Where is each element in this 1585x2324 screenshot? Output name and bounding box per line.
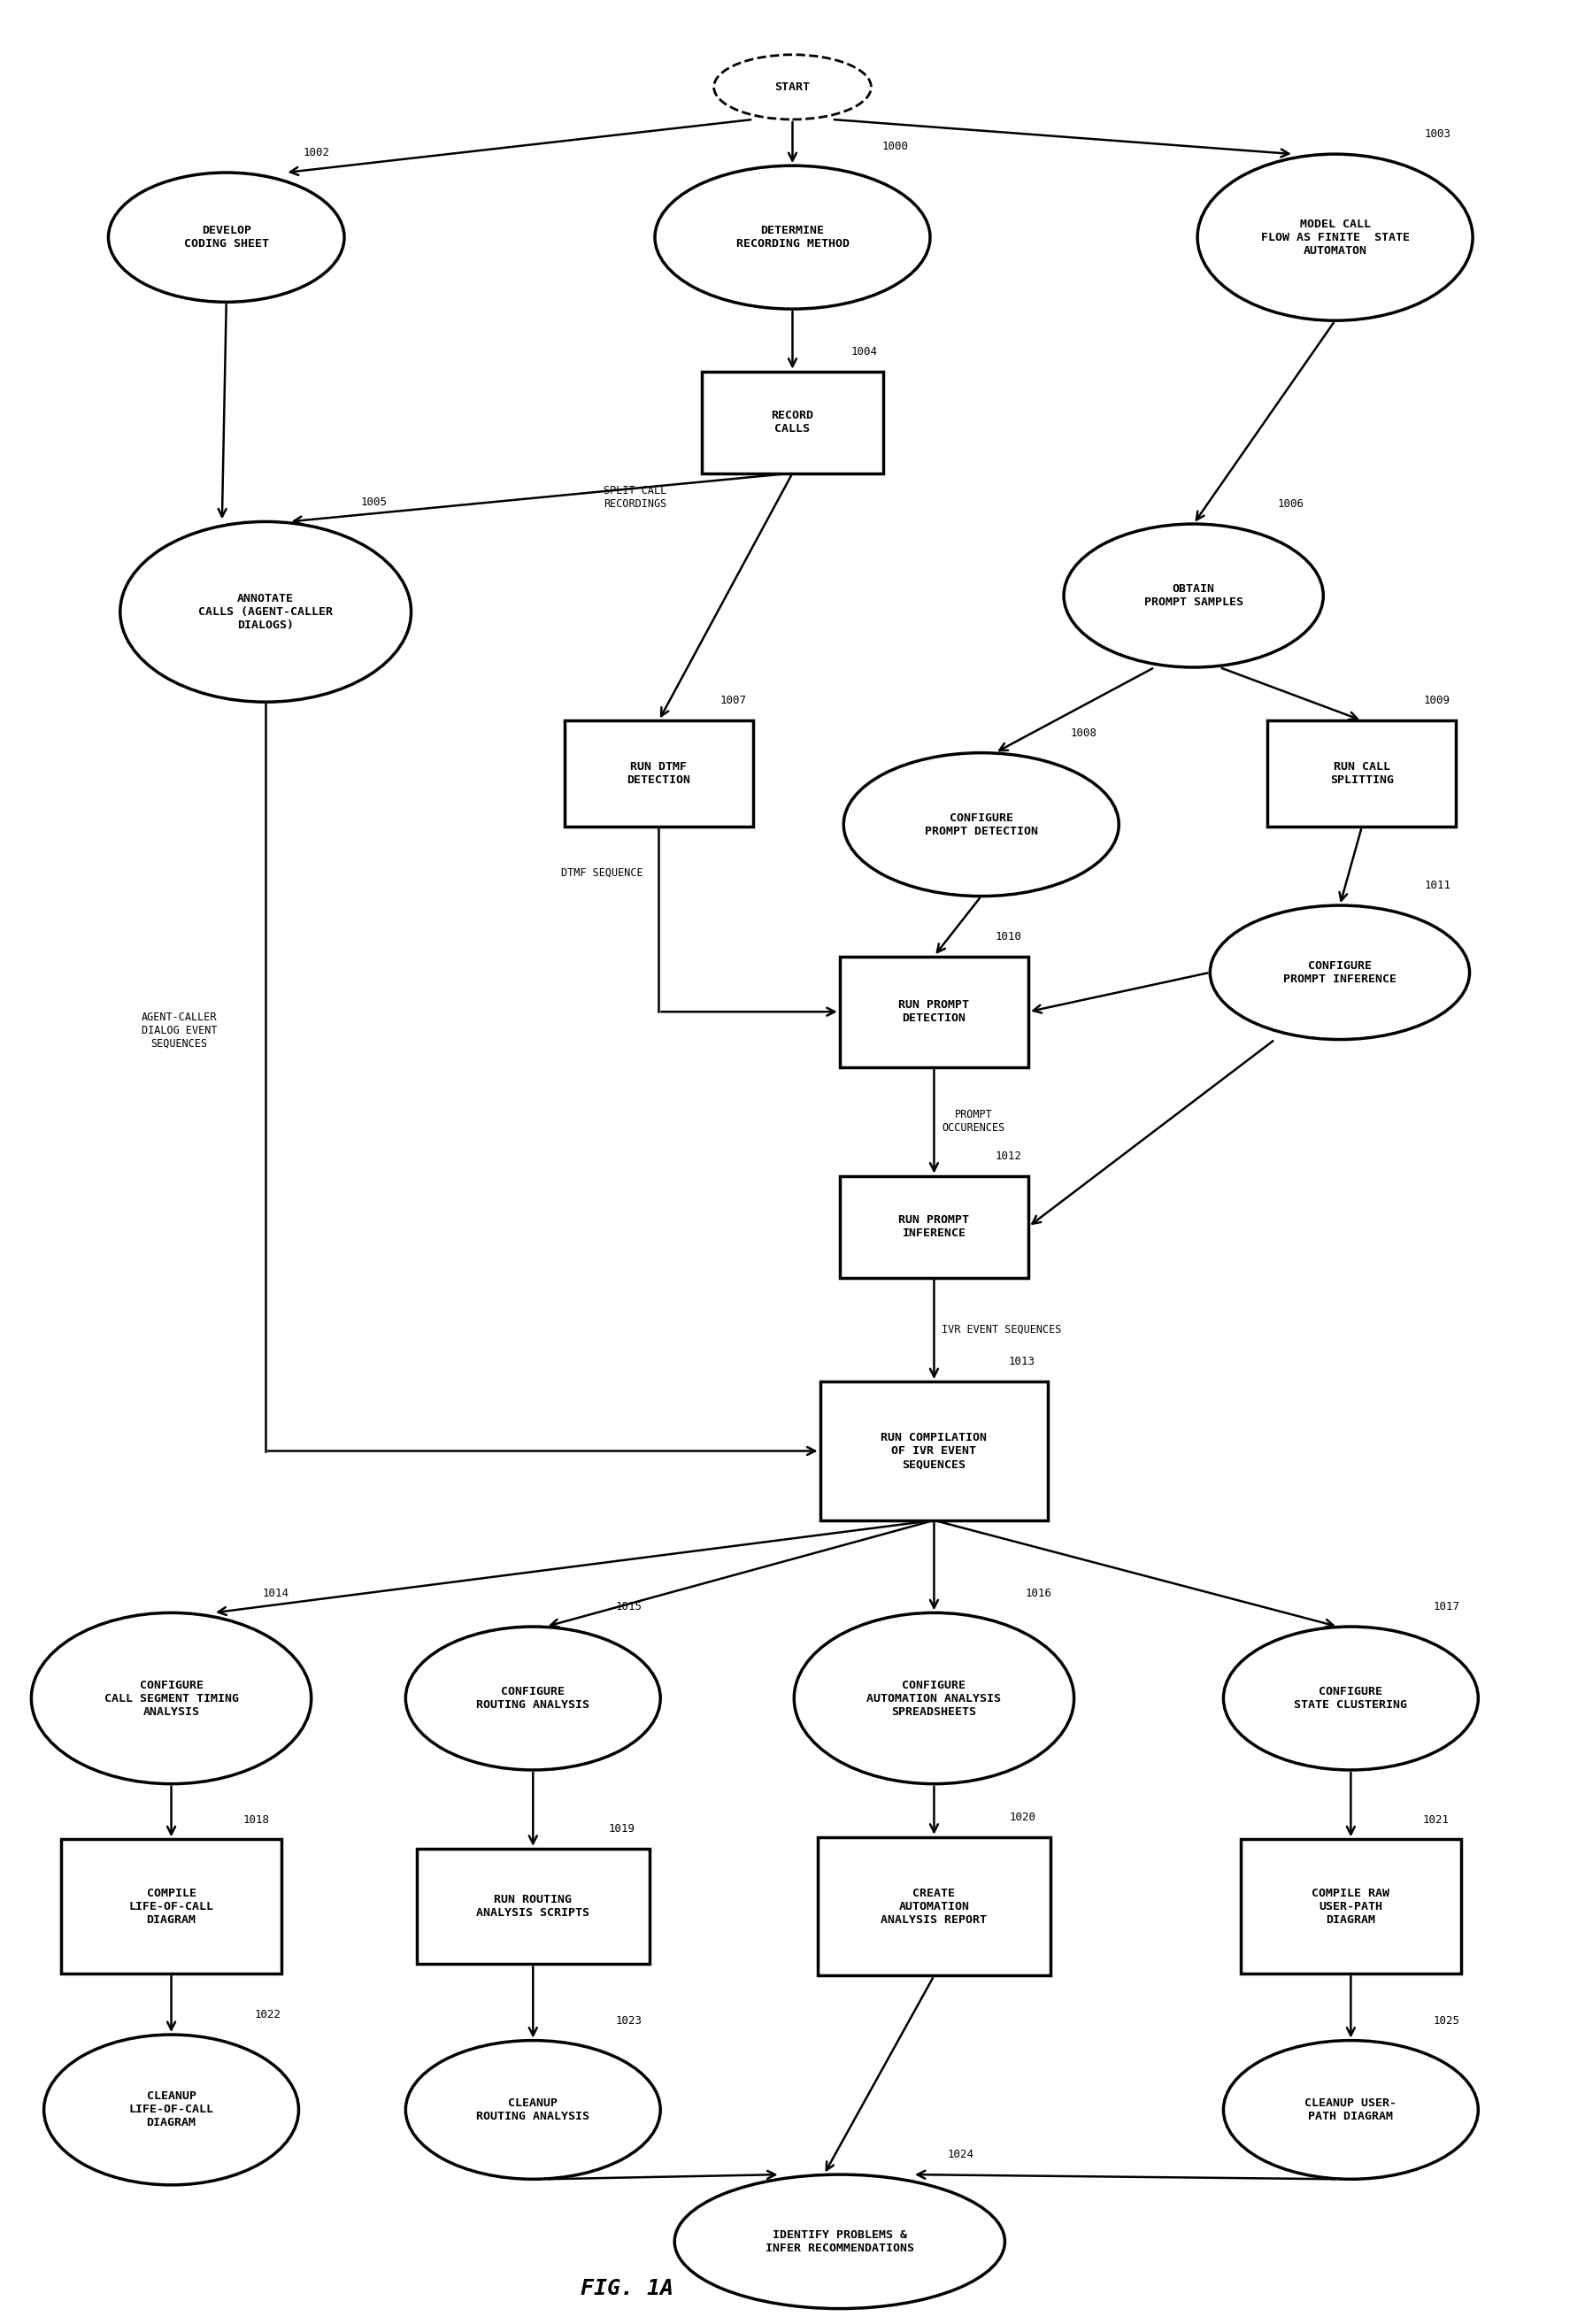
Text: CLEANUP USER-
PATH DIAGRAM: CLEANUP USER- PATH DIAGRAM [1304, 2099, 1396, 2122]
Text: MODEL CALL
FLOW AS FINITE  STATE
AUTOMATON: MODEL CALL FLOW AS FINITE STATE AUTOMATO… [1260, 218, 1409, 256]
Text: 1005: 1005 [360, 497, 387, 507]
Text: OBTAIN
PROMPT SAMPLES: OBTAIN PROMPT SAMPLES [1144, 583, 1243, 609]
Text: 1004: 1004 [851, 346, 878, 358]
FancyBboxPatch shape [1241, 1838, 1461, 1973]
Text: 1007: 1007 [720, 695, 747, 706]
Text: RUN PROMPT
DETECTION: RUN PROMPT DETECTION [899, 999, 970, 1025]
FancyBboxPatch shape [702, 372, 883, 474]
FancyBboxPatch shape [1268, 720, 1457, 827]
Text: CONFIGURE
PROMPT INFERENCE: CONFIGURE PROMPT INFERENCE [1284, 960, 1396, 985]
Text: 1016: 1016 [1025, 1587, 1051, 1599]
Text: 1018: 1018 [243, 1815, 269, 1824]
Text: 1006: 1006 [1278, 500, 1304, 509]
Text: SPLIT CALL
RECORDINGS: SPLIT CALL RECORDINGS [604, 486, 667, 509]
Text: 1003: 1003 [1425, 128, 1452, 139]
Text: DETERMINE
RECORDING METHOD: DETERMINE RECORDING METHOD [735, 225, 850, 249]
Text: START: START [775, 81, 810, 93]
Text: CONFIGURE
CALL SEGMENT TIMING
ANALYSIS: CONFIGURE CALL SEGMENT TIMING ANALYSIS [105, 1680, 238, 1717]
Ellipse shape [1224, 2040, 1479, 2180]
FancyBboxPatch shape [819, 1380, 1048, 1520]
Text: 1024: 1024 [946, 2150, 973, 2161]
Ellipse shape [843, 753, 1119, 897]
Text: 1015: 1015 [617, 1601, 642, 1613]
Text: PROMPT
OCCURENCES: PROMPT OCCURENCES [941, 1109, 1005, 1134]
Text: 1017: 1017 [1433, 1601, 1460, 1613]
FancyBboxPatch shape [417, 1848, 650, 1964]
Text: AGENT-CALLER
DIALOG EVENT
SEQUENCES: AGENT-CALLER DIALOG EVENT SEQUENCES [141, 1011, 217, 1048]
Text: CREATE
AUTOMATION
ANALYSIS REPORT: CREATE AUTOMATION ANALYSIS REPORT [881, 1887, 987, 1924]
Ellipse shape [44, 2036, 298, 2185]
Text: 1010: 1010 [995, 932, 1022, 944]
Text: IVR EVENT SEQUENCES: IVR EVENT SEQUENCES [941, 1325, 1062, 1336]
Ellipse shape [32, 1613, 311, 1785]
Ellipse shape [108, 172, 344, 302]
FancyBboxPatch shape [62, 1838, 282, 1973]
Text: 1002: 1002 [303, 146, 330, 158]
Text: 1013: 1013 [1008, 1357, 1035, 1369]
Text: 1009: 1009 [1423, 695, 1450, 706]
FancyBboxPatch shape [840, 1176, 1029, 1278]
Text: 1025: 1025 [1433, 2015, 1460, 2027]
Text: 1012: 1012 [995, 1150, 1022, 1162]
Text: 1011: 1011 [1425, 881, 1450, 892]
FancyBboxPatch shape [818, 1836, 1051, 1975]
Text: FIG. 1A: FIG. 1A [582, 2278, 674, 2298]
Text: CONFIGURE
AUTOMATION ANALYSIS
SPREADSHEETS: CONFIGURE AUTOMATION ANALYSIS SPREADSHEE… [867, 1680, 1002, 1717]
Text: CONFIGURE
STATE CLUSTERING: CONFIGURE STATE CLUSTERING [1295, 1685, 1407, 1710]
Ellipse shape [794, 1613, 1075, 1785]
Text: ANNOTATE
CALLS (AGENT-CALLER
DIALOGS): ANNOTATE CALLS (AGENT-CALLER DIALOGS) [198, 593, 333, 630]
Text: COMPILE
LIFE-OF-CALL
DIAGRAM: COMPILE LIFE-OF-CALL DIAGRAM [128, 1887, 214, 1924]
Ellipse shape [406, 1627, 661, 1771]
Ellipse shape [675, 2175, 1005, 2308]
Ellipse shape [1198, 153, 1472, 321]
Text: CONFIGURE
PROMPT DETECTION: CONFIGURE PROMPT DETECTION [924, 811, 1038, 837]
Text: 1008: 1008 [1071, 727, 1097, 739]
Ellipse shape [1064, 523, 1323, 667]
Ellipse shape [406, 2040, 661, 2180]
Text: RUN ROUTING
ANALYSIS SCRIPTS: RUN ROUTING ANALYSIS SCRIPTS [477, 1894, 590, 1920]
FancyBboxPatch shape [564, 720, 753, 827]
Text: RUN CALL
SPLITTING: RUN CALL SPLITTING [1330, 762, 1393, 786]
Text: RUN PROMPT
INFERENCE: RUN PROMPT INFERENCE [899, 1215, 970, 1239]
Text: 1022: 1022 [254, 2010, 281, 2022]
Text: 1020: 1020 [1010, 1813, 1037, 1822]
Ellipse shape [120, 521, 411, 702]
Text: 1021: 1021 [1422, 1815, 1449, 1824]
Text: CONFIGURE
ROUTING ANALYSIS: CONFIGURE ROUTING ANALYSIS [477, 1685, 590, 1710]
Ellipse shape [713, 56, 872, 119]
Text: 1023: 1023 [617, 2015, 642, 2027]
FancyBboxPatch shape [840, 955, 1029, 1067]
Text: RUN COMPILATION
OF IVR EVENT
SEQUENCES: RUN COMPILATION OF IVR EVENT SEQUENCES [881, 1432, 987, 1471]
Text: 1014: 1014 [262, 1587, 288, 1599]
Ellipse shape [655, 165, 930, 309]
Text: DTMF SEQUENCE: DTMF SEQUENCE [561, 867, 644, 878]
Text: RECORD
CALLS: RECORD CALLS [772, 409, 813, 435]
Text: 1000: 1000 [881, 139, 908, 151]
Text: CLEANUP
ROUTING ANALYSIS: CLEANUP ROUTING ANALYSIS [477, 2099, 590, 2122]
Text: RUN DTMF
DETECTION: RUN DTMF DETECTION [628, 762, 691, 786]
Text: COMPILE RAW
USER-PATH
DIAGRAM: COMPILE RAW USER-PATH DIAGRAM [1312, 1887, 1390, 1924]
Text: 1019: 1019 [609, 1824, 636, 1834]
Text: DEVELOP
CODING SHEET: DEVELOP CODING SHEET [184, 225, 269, 249]
Ellipse shape [1209, 906, 1469, 1039]
Text: CLEANUP
LIFE-OF-CALL
DIAGRAM: CLEANUP LIFE-OF-CALL DIAGRAM [128, 2092, 214, 2129]
Text: IDENTIFY PROBLEMS &
INFER RECOMMENDATIONS: IDENTIFY PROBLEMS & INFER RECOMMENDATION… [766, 2229, 915, 2254]
Ellipse shape [1224, 1627, 1479, 1771]
